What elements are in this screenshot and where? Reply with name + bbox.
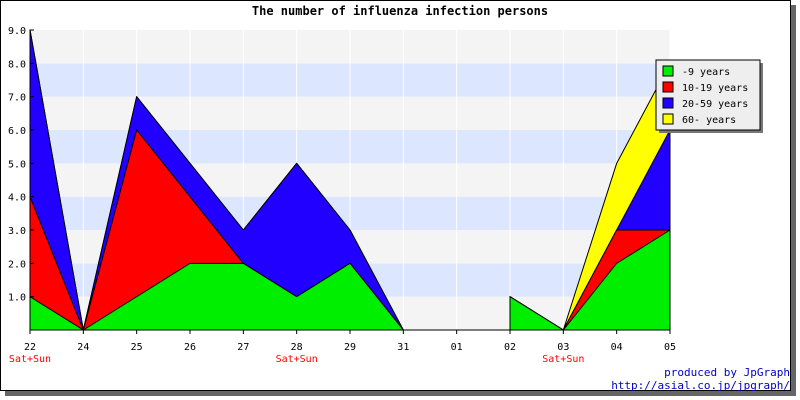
credit-url-link[interactable]: http://asial.co.jp/jpgraph/ bbox=[611, 379, 790, 392]
y-tick-label: 1.0 bbox=[8, 293, 26, 304]
y-tick-label: 5.0 bbox=[8, 159, 26, 170]
x-tick-note: Sat+Sun bbox=[276, 354, 318, 365]
y-tick-label: 4.0 bbox=[8, 193, 26, 204]
x-tick-label: 01 bbox=[451, 342, 463, 353]
y-tick-label: 7.0 bbox=[8, 93, 26, 104]
x-tick-label: 27 bbox=[237, 342, 249, 353]
legend-label: -9 years bbox=[682, 67, 730, 78]
x-tick-label: 03 bbox=[557, 342, 569, 353]
legend-swatch bbox=[662, 97, 674, 109]
y-tick-label: 2.0 bbox=[8, 259, 26, 270]
frame-shadow-bottom bbox=[5, 391, 796, 396]
y-tick-label: 6.0 bbox=[8, 126, 26, 137]
chart-title: The number of influenza infection person… bbox=[251, 4, 549, 18]
legend-label: 60- years bbox=[682, 115, 736, 126]
x-tick-label: 24 bbox=[77, 342, 89, 353]
x-tick-note: Sat+Sun bbox=[9, 354, 51, 365]
x-tick-label: 04 bbox=[611, 342, 623, 353]
legend-swatch bbox=[662, 81, 674, 93]
x-tick-label: 26 bbox=[184, 342, 196, 353]
y-tick-label: 8.0 bbox=[8, 59, 26, 70]
x-tick-label: 02 bbox=[504, 342, 516, 353]
x-tick-note: Sat+Sun bbox=[542, 354, 584, 365]
x-tick-label: 25 bbox=[131, 342, 143, 353]
legend-label: 10-19 years bbox=[682, 83, 748, 94]
legend-label: 20-59 years bbox=[682, 99, 748, 110]
legend-swatch bbox=[662, 65, 674, 77]
y-tick-label: 3.0 bbox=[8, 226, 26, 237]
y-tick-label: 9.0 bbox=[8, 26, 26, 37]
legend-swatch bbox=[662, 113, 674, 125]
x-tick-label: 05 bbox=[664, 342, 676, 353]
x-tick-label: 29 bbox=[344, 342, 356, 353]
credit-line: produced by JpGraph bbox=[664, 366, 790, 379]
x-tick-label: 22 bbox=[24, 342, 36, 353]
x-tick-label: 28 bbox=[291, 342, 303, 353]
frame-shadow-right bbox=[791, 5, 796, 396]
x-tick-label: 31 bbox=[397, 342, 409, 353]
